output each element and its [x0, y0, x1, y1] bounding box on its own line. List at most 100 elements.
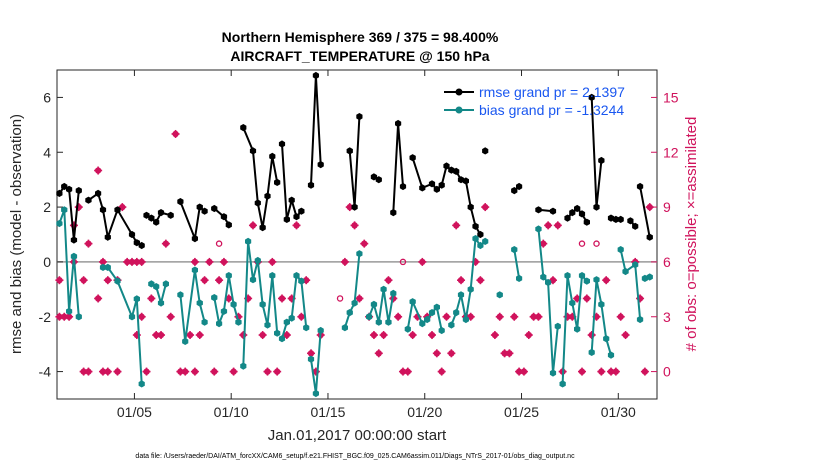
rmse-marker	[428, 180, 436, 188]
obs-assimilated-marker	[437, 367, 446, 376]
obs-assimilated-marker	[263, 367, 272, 376]
bias-marker	[138, 380, 145, 388]
obs-assimilated-marker	[273, 367, 282, 376]
bias-marker	[646, 273, 653, 281]
bias-marker	[216, 320, 223, 328]
rmse-marker	[143, 211, 150, 219]
rmse-marker	[167, 211, 174, 219]
bias-marker	[438, 326, 445, 335]
bias-marker	[303, 324, 310, 332]
bias-marker	[341, 324, 348, 332]
rmse-marker	[249, 147, 257, 155]
rmse-series	[56, 71, 653, 250]
x-tick-label: 01/10	[214, 404, 249, 420]
obs-possible-marker	[336, 295, 344, 302]
obs-assimilated-marker	[621, 331, 630, 340]
x-axis: 01/05 01/10 01/15 01/20 01/25 01/30	[117, 70, 636, 420]
rmse-marker	[578, 210, 586, 218]
bias-marker	[75, 313, 82, 321]
bias-marker	[235, 318, 242, 326]
bias-marker	[288, 314, 295, 322]
bias-marker	[617, 246, 624, 254]
y-tick-label: 6	[43, 89, 51, 105]
bias-marker	[162, 280, 169, 288]
bias-marker	[482, 237, 489, 245]
rmse-marker	[201, 207, 208, 215]
rmse-marker	[66, 185, 73, 193]
bias-marker	[516, 274, 523, 282]
rmse-marker	[607, 214, 615, 222]
obs-count-series	[55, 129, 654, 376]
rmse-marker	[133, 239, 140, 247]
bias-marker	[607, 351, 615, 359]
obs-assimilated-marker	[224, 294, 233, 303]
obs-assimilated-marker	[161, 239, 170, 248]
rmse-marker	[70, 236, 78, 244]
bias-marker	[535, 225, 542, 233]
bias-marker	[274, 329, 281, 337]
y-tick-label: 2	[43, 199, 51, 215]
obs-assimilated-marker	[210, 367, 219, 376]
bias-marker	[201, 318, 208, 326]
obs-assimilated-marker	[616, 312, 625, 321]
bias-marker	[409, 298, 416, 306]
legend-bias-marker	[455, 106, 463, 114]
rmse-marker	[283, 215, 290, 223]
obs-assimilated-marker	[611, 367, 620, 376]
obs-assimilated-marker	[529, 312, 538, 321]
rmse-marker	[269, 152, 276, 160]
bias-marker	[569, 299, 576, 307]
rmse-marker	[114, 206, 121, 214]
rmse-marker	[632, 222, 639, 230]
obs-assimilated-marker	[190, 257, 199, 266]
rmse-marker	[462, 177, 469, 185]
bias-marker	[467, 285, 474, 293]
bias-marker	[157, 299, 165, 307]
bias-marker	[574, 325, 581, 333]
rmse-marker	[99, 206, 107, 214]
legend-rmse-marker	[455, 88, 463, 96]
obs-assimilated-marker	[553, 221, 562, 230]
bias-marker	[346, 309, 353, 317]
obs-assimilated-marker	[79, 276, 88, 285]
obs-assimilated-marker	[602, 276, 611, 285]
rmse-marker	[293, 213, 300, 221]
y-right-tick-label: 6	[663, 254, 671, 270]
legend: rmse grand pr = 2.1397 bias grand pr = -…	[444, 84, 625, 118]
y-right-tick-label: 15	[663, 89, 679, 105]
bias-marker	[61, 206, 68, 214]
obs-assimilated-marker	[142, 367, 151, 376]
bias-marker	[583, 277, 590, 285]
rmse-marker	[457, 176, 465, 184]
bias-marker	[385, 318, 392, 326]
rmse-marker	[390, 209, 397, 217]
obs-assimilated-marker	[157, 331, 166, 340]
rmse-marker	[220, 213, 228, 221]
rmse-line	[639, 186, 651, 238]
obs-assimilated-marker	[248, 221, 257, 230]
obs-assimilated-marker	[297, 312, 306, 321]
bias-marker	[148, 280, 155, 288]
bias-marker	[99, 263, 107, 271]
rmse-marker	[157, 209, 165, 217]
rmse-marker	[419, 184, 426, 192]
bias-marker	[293, 272, 300, 280]
rmse-marker	[278, 140, 286, 148]
obs-assimilated-marker	[374, 349, 383, 358]
x-tick-label: 01/25	[504, 404, 539, 420]
obs-assimilated-marker	[578, 367, 586, 376]
bias-marker	[453, 309, 460, 317]
bias-marker	[249, 276, 257, 284]
rmse-marker	[511, 187, 518, 195]
bias-marker	[351, 299, 358, 307]
obs-assimilated-marker	[132, 257, 141, 266]
obs-assimilated-marker	[307, 349, 316, 358]
bias-marker	[588, 348, 595, 356]
rmse-marker	[317, 161, 324, 169]
rmse-marker	[583, 218, 590, 226]
obs-assimilated-marker	[457, 276, 466, 285]
data-file-footnote: data file: /Users/raeder/DAI/ATM_forcXX/…	[135, 453, 575, 460]
obs-assimilated-marker	[394, 312, 403, 321]
bias-marker	[278, 335, 286, 343]
